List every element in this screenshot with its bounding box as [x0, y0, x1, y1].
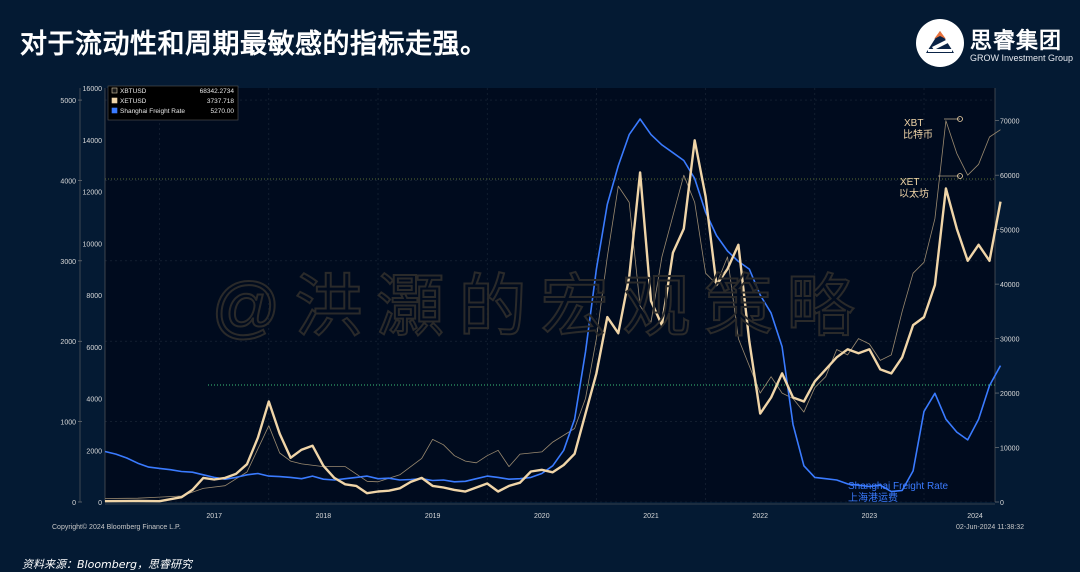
annotation-freight-line2: 上海港运费	[848, 491, 898, 504]
x-tick-label: 2017	[206, 513, 222, 520]
x-tick-label: 2022	[752, 513, 768, 520]
y-inner-tick-label: 10000	[83, 241, 103, 248]
annotation-xbt-line1: XBT	[904, 118, 923, 129]
y-inner-tick-label: 4000	[86, 397, 102, 404]
chart-svg: 0 1000 2000 3000 4000 5000 0 2000 4000 6000 8000 1…	[0, 80, 1080, 550]
y-right-tick-label: 60000	[1000, 173, 1020, 180]
x-axis: 2017 2018 2019 2020 2021 2022 2023 2024	[105, 503, 995, 520]
legend: XBTUSD 68342.2734 XETUSD 3737.718 Shanghai F…	[107, 85, 239, 121]
legend-name: XETUSD	[120, 98, 147, 105]
logo-english-name: GROW Investment Group	[970, 53, 1074, 63]
right-axis: 0 10000 20000 30000 40000 50000 60000 70000	[994, 88, 1020, 507]
y-right-tick-label: 40000	[1000, 282, 1020, 289]
y-inner-tick-label: 6000	[86, 345, 102, 352]
left-inner-axis: 0 2000 4000 6000 8000 10000 12000 14000 16000	[83, 86, 106, 507]
plot-area	[105, 88, 995, 502]
logo-mark-icon	[916, 19, 964, 67]
x-tick-label: 2018	[316, 513, 332, 520]
chart-container: 0 1000 2000 3000 4000 5000 0 2000 4000 6000 8000 1…	[0, 80, 1080, 550]
series-layer	[104, 118, 1002, 503]
y-right-tick-label: 20000	[1000, 391, 1020, 398]
y-inner-tick-label: 16000	[83, 86, 103, 93]
legend-value: 3737.718	[207, 98, 234, 105]
legend-value: 68342.2734	[200, 88, 235, 95]
x-tick-label: 2019	[425, 513, 441, 520]
y-inner-tick-label: 8000	[86, 293, 102, 300]
legend-swatch	[111, 107, 118, 114]
series-line-shanghai-freight-rate	[104, 118, 1002, 493]
x-tick-label: 2020	[534, 513, 550, 520]
y-right-tick-label: 0	[1000, 500, 1004, 507]
logo-name: 思睿集团	[970, 29, 1063, 54]
grid-lines	[105, 88, 995, 503]
y-inner-tick-label: 12000	[83, 190, 103, 197]
annotation-freight-line1: Shanghai Freight Rate	[848, 481, 949, 492]
y-outer-tick-label: 0	[72, 500, 76, 507]
watermark-text: @洪灝的宏观策略	[211, 269, 868, 345]
annotation-freight: Shanghai Freight Rate 上海港运费	[848, 481, 949, 504]
left-outer-axis: 0 1000 2000 3000 4000 5000	[60, 88, 82, 507]
y-outer-tick-label: 5000	[60, 98, 76, 105]
y-right-tick-label: 30000	[1000, 337, 1020, 344]
annotation-xet-line2: 以太坊	[899, 187, 929, 200]
series-line-xetusd	[104, 139, 1002, 503]
y-inner-tick-label: 0	[98, 500, 102, 507]
annotation-xet: XET 以太坊	[899, 173, 963, 200]
x-tick-label: 2021	[643, 513, 659, 520]
y-inner-tick-label: 2000	[86, 448, 102, 455]
y-right-tick-label: 50000	[1000, 228, 1020, 235]
y-outer-tick-label: 4000	[60, 178, 76, 185]
legend-name: XBTUSD	[120, 88, 147, 95]
timestamp-text: 02-Jun-2024 11:38:32	[956, 524, 1024, 531]
y-outer-tick-label: 3000	[60, 259, 76, 266]
y-outer-tick-label: 1000	[60, 420, 76, 427]
y-inner-tick-label: 14000	[83, 138, 103, 145]
company-logo: 思睿集团 GROW Investment Group	[914, 17, 1074, 71]
series-line-xbtusd	[104, 120, 1001, 499]
legend-swatch	[111, 87, 118, 94]
legend-name: Shanghai Freight Rate	[120, 108, 185, 115]
y-outer-tick-label: 2000	[60, 339, 76, 346]
page-title: 对于流动性和周期最敏感的指标走强。	[20, 29, 488, 60]
y-right-tick-label: 70000	[1000, 119, 1020, 126]
y-right-tick-label: 10000	[1000, 446, 1020, 453]
legend-value: 5270.00	[211, 108, 235, 115]
legend-swatch	[111, 97, 118, 104]
copyright-text: Copyright© 2024 Bloomberg Finance L.P.	[52, 523, 181, 531]
annotation-xbt: XBT 比特币	[903, 116, 963, 141]
annotation-xet-line1: XET	[900, 177, 919, 188]
x-tick-label: 2024	[967, 513, 983, 520]
x-tick-label: 2023	[862, 513, 878, 520]
annotation-xbt-line2: 比特币	[903, 129, 933, 141]
source-note: 资料来源：Bloomberg，思睿研究	[22, 558, 193, 571]
